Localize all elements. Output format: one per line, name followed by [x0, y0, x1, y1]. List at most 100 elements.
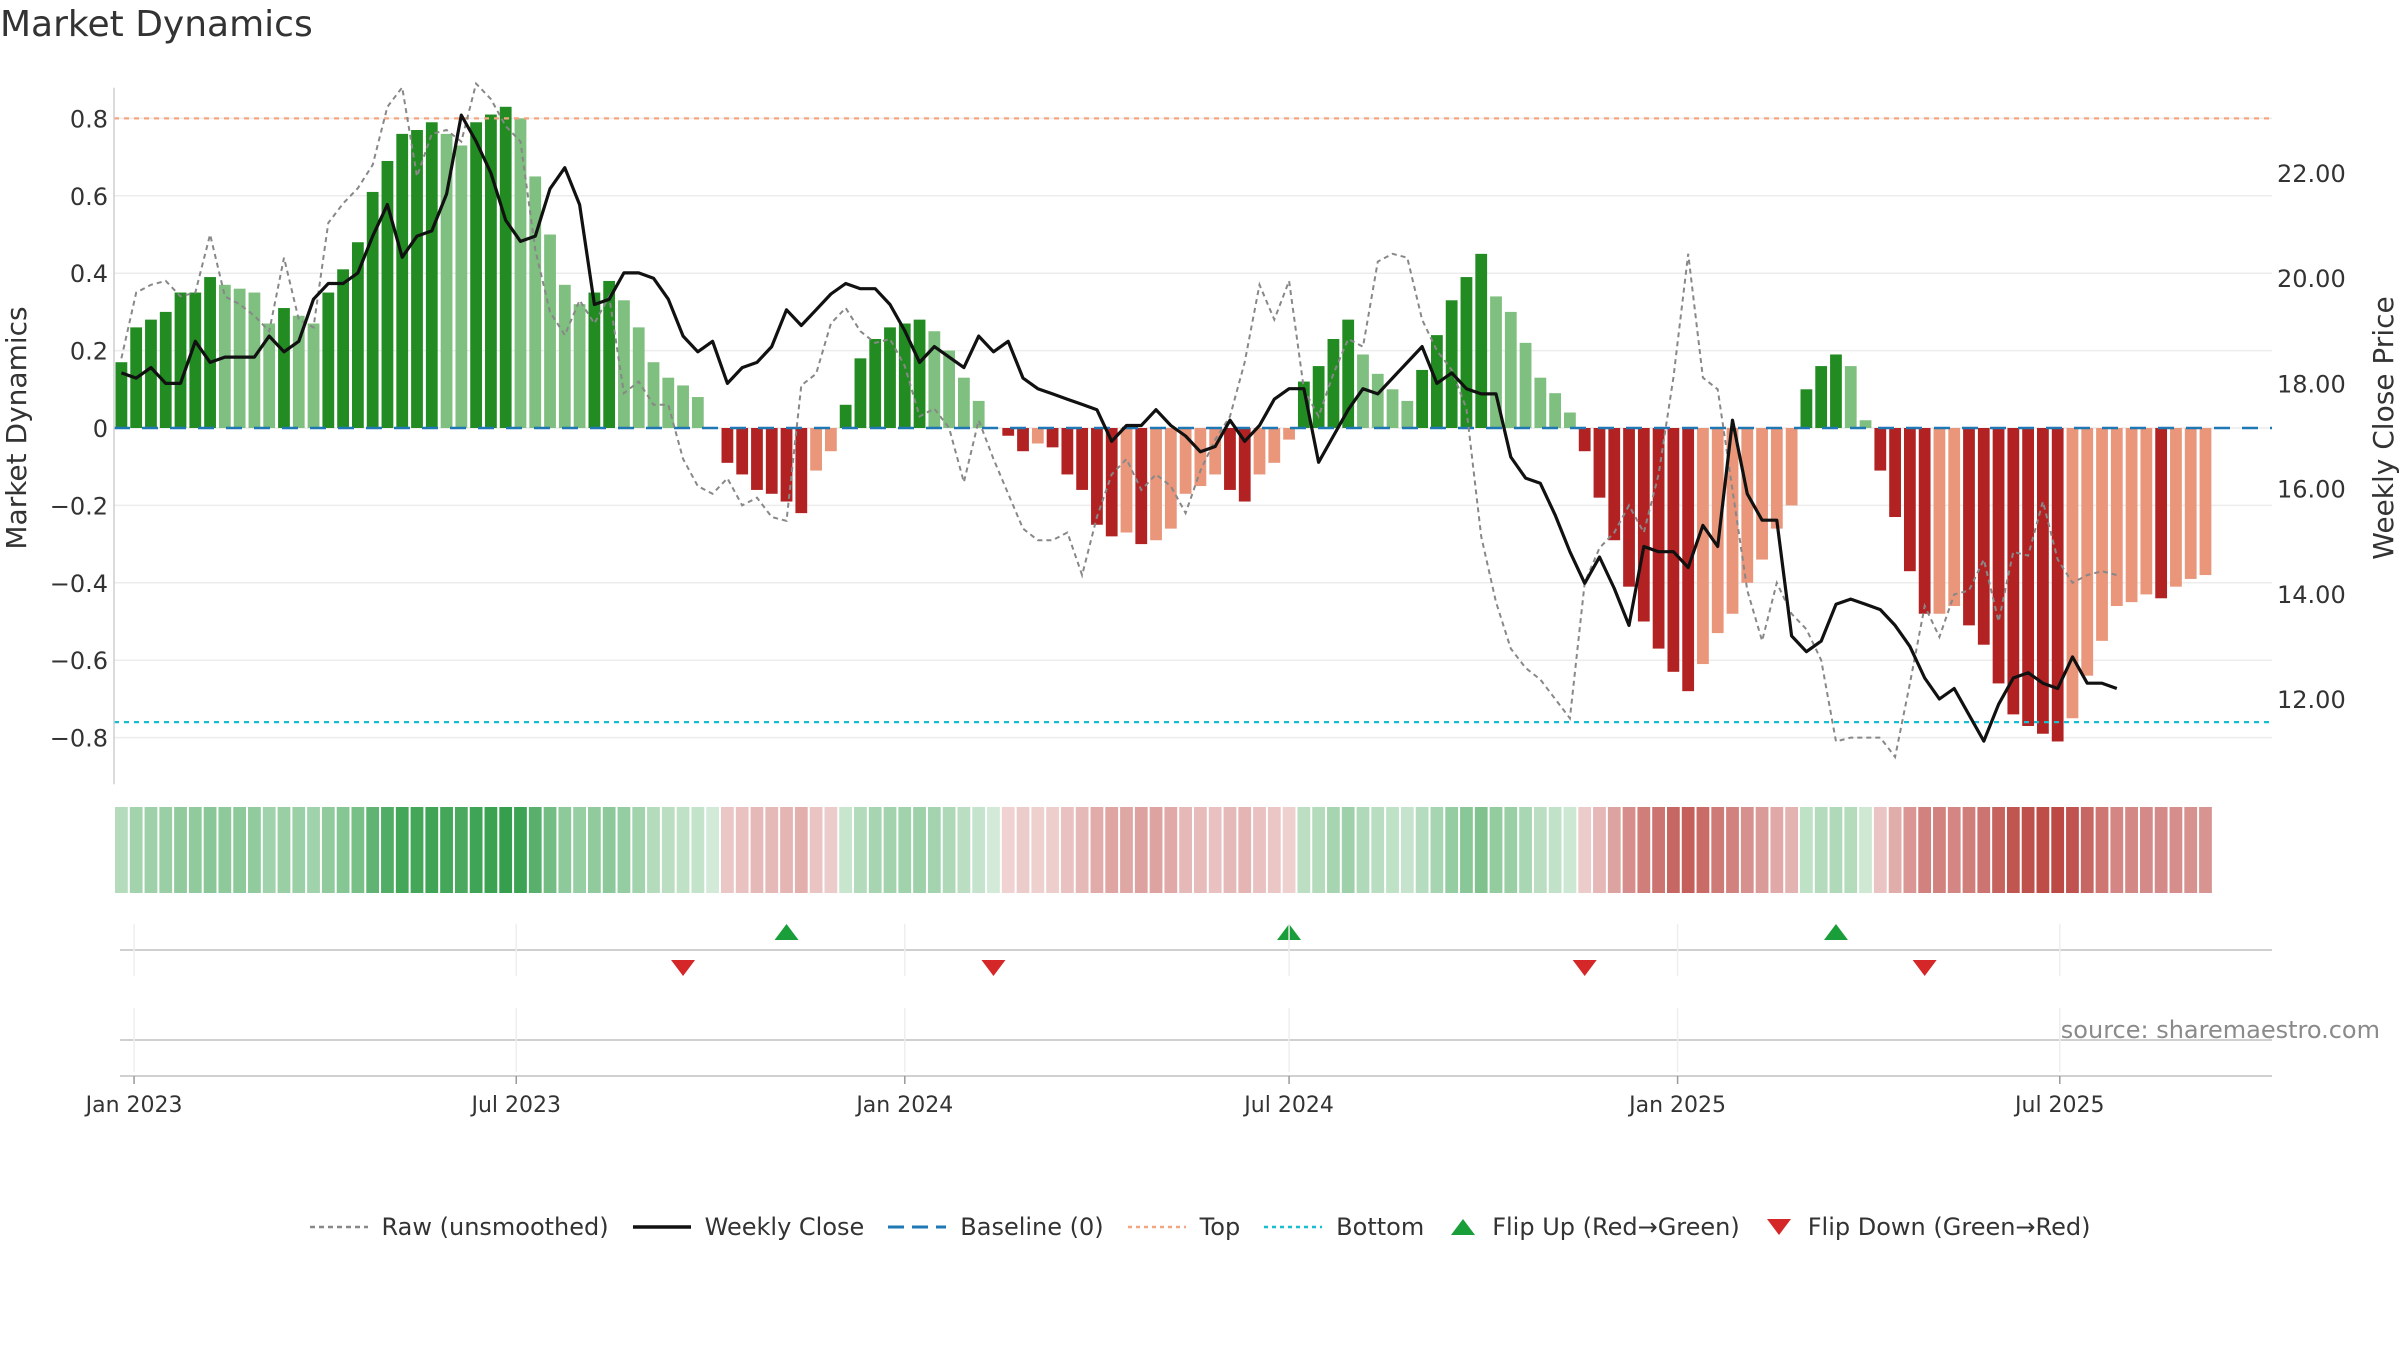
heat-cell	[1223, 807, 1237, 893]
heat-cell	[1607, 807, 1621, 893]
dynamics-bar	[691, 397, 704, 428]
legend-bottom-label: Bottom	[1336, 1213, 1425, 1241]
heat-cell	[514, 807, 527, 893]
heat-cell	[1755, 807, 1769, 893]
dynamics-bar	[411, 130, 423, 428]
dynamics-bar	[2199, 428, 2212, 576]
legend-baseline-swatch	[888, 1225, 947, 1229]
y-axis-label-right: Weekly Close Price	[2367, 296, 2400, 559]
y-tick-label-right: 18.00	[2277, 370, 2346, 398]
legend-baseline: Baseline (0)	[888, 1213, 1104, 1241]
heat-cell	[1504, 807, 1518, 893]
heat-cell	[395, 807, 409, 893]
dynamics-bar	[1903, 428, 1916, 572]
dynamics-bar	[2125, 428, 2138, 603]
heat-cell	[1770, 807, 1784, 893]
legend-flip-down: Flip Down (Green→Red)	[1764, 1213, 2091, 1241]
heat-cell	[248, 807, 261, 893]
dynamics-bar	[1711, 428, 1724, 634]
heat-cell	[794, 807, 808, 893]
heat-cell	[292, 807, 306, 893]
dynamics-bar	[1652, 428, 1665, 649]
heat-cell	[1238, 807, 1252, 893]
heat-cell	[484, 807, 498, 893]
y-tick-label-right: 20.00	[2277, 265, 2346, 293]
dynamics-bar	[2037, 428, 2049, 734]
legend-close-label: Weekly Close	[704, 1213, 865, 1241]
heat-cell	[1726, 807, 1739, 893]
heat-cell	[1312, 807, 1326, 893]
heat-cell	[1947, 807, 1961, 893]
heat-cell	[2066, 807, 2079, 893]
dynamics-bar	[1386, 389, 1399, 428]
dynamics-bar	[1135, 428, 1148, 545]
legend-top-label: Top	[1199, 1213, 1241, 1241]
heat-cell	[780, 807, 793, 893]
heat-cell	[1060, 807, 1074, 893]
dynamics-bar	[1179, 428, 1192, 494]
dynamics-bar	[736, 428, 749, 475]
flip-up-marker	[774, 924, 799, 940]
dynamics-bar	[1726, 428, 1739, 614]
heat-cell	[647, 807, 660, 893]
heat-cell	[735, 807, 749, 893]
dynamics-bar	[1844, 366, 1857, 428]
dynamics-bar	[662, 377, 675, 428]
legend-bottom-swatch	[1264, 1225, 1323, 1229]
flip-down-marker	[671, 960, 696, 976]
heat-cell	[188, 807, 202, 893]
dynamics-bar	[780, 428, 793, 502]
dynamics-bar	[1268, 428, 1281, 463]
dynamics-bar	[1076, 428, 1089, 490]
heat-cell	[1046, 807, 1059, 893]
legend-top-swatch	[1127, 1225, 1186, 1229]
dynamics-bar	[2066, 428, 2079, 719]
heat-cell	[321, 807, 335, 893]
heat-cell	[706, 807, 720, 893]
dynamics-bar	[1859, 420, 1872, 428]
heat-cell	[1666, 807, 1680, 893]
heat-cell	[381, 807, 394, 893]
heat-cell	[573, 807, 586, 893]
heat-cell	[632, 807, 646, 893]
dynamics-bar	[573, 304, 586, 428]
heat-cell	[543, 807, 557, 893]
dynamics-bar	[1504, 311, 1517, 428]
dynamics-bar	[470, 122, 483, 429]
legend-top: Top	[1127, 1213, 1241, 1241]
legend-flip-up-label: Flip Up (Red→Green)	[1492, 1213, 1740, 1241]
flip-down-marker	[1912, 960, 1937, 976]
heat-cell	[2036, 807, 2050, 893]
heat-cell	[2080, 807, 2094, 893]
dynamics-bar	[1046, 428, 1059, 448]
heat-cell	[1829, 807, 1843, 893]
heat-cell	[2051, 807, 2065, 893]
heat-cell	[1873, 807, 1887, 893]
dynamics-bar	[1460, 277, 1473, 428]
dynamics-bar	[1105, 428, 1118, 537]
heat-cell	[1814, 807, 1828, 893]
heat-cell	[913, 807, 926, 893]
dynamics-bar	[1770, 428, 1783, 529]
dynamics-bar	[958, 377, 970, 428]
x-tick-label: Jan 2024	[854, 1093, 953, 1118]
heat-cell	[2125, 807, 2138, 893]
dynamics-bar	[1992, 428, 2005, 684]
heat-cell	[1297, 807, 1311, 893]
dynamics-bar	[824, 428, 837, 452]
y-tick-label-left: 0.8	[70, 105, 108, 133]
heat-cell	[824, 807, 838, 893]
dynamics-bar	[1564, 412, 1576, 428]
heat-cell	[676, 807, 690, 893]
x-tick-label: Jul 2025	[2013, 1093, 2105, 1118]
dynamics-bar	[765, 428, 778, 494]
heat-cell	[1859, 807, 1872, 893]
heat-cell	[809, 807, 823, 893]
dynamics-bar	[1963, 428, 1975, 626]
weekly-close-line	[120, 113, 2118, 743]
heat-cell	[1652, 807, 1665, 893]
heat-cell	[218, 807, 232, 893]
dynamics-bar	[618, 300, 630, 428]
dynamics-bar	[588, 292, 601, 428]
heat-strip	[115, 807, 2212, 893]
